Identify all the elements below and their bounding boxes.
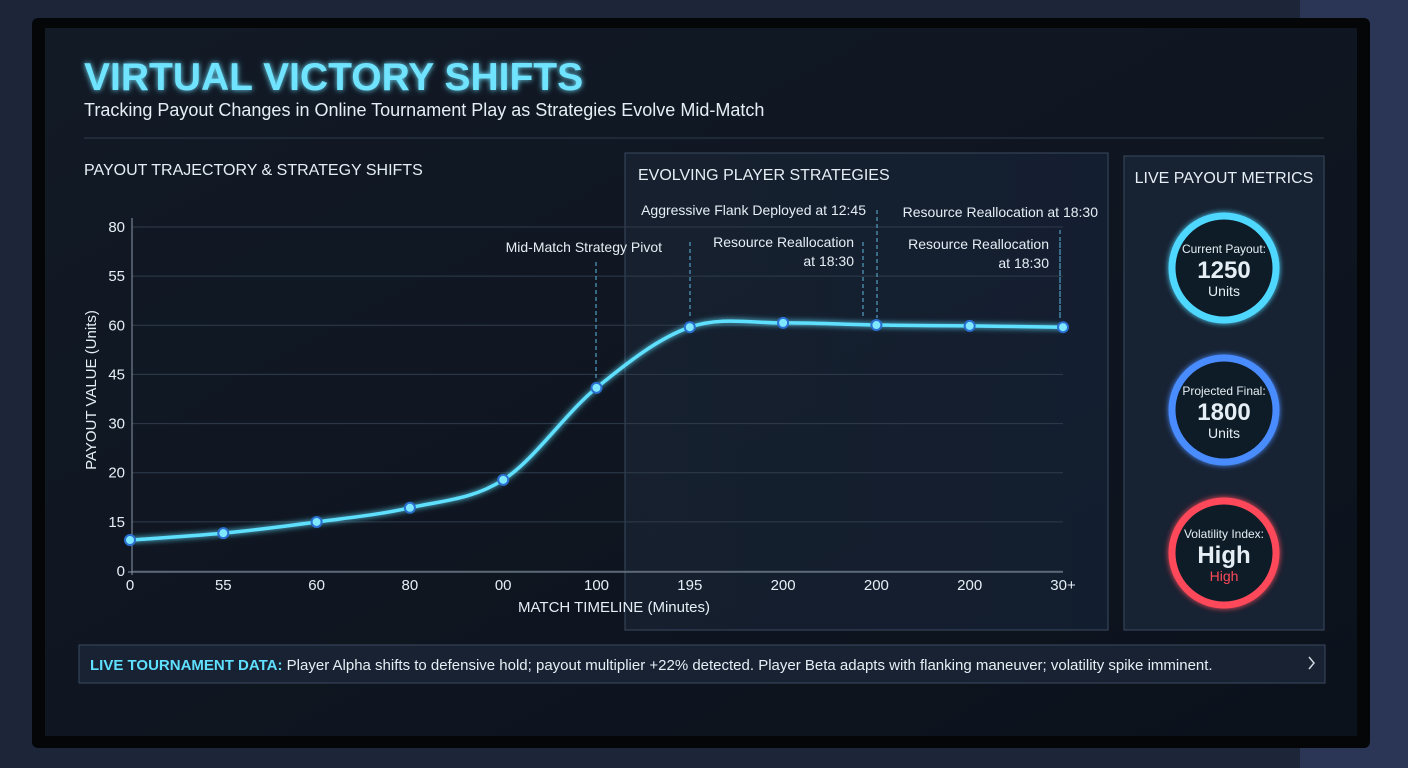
- x-axis-title: MATCH TIMELINE (Minutes): [518, 599, 710, 616]
- data-point: [963, 319, 976, 332]
- annotation: Resource Reallocation: [713, 234, 854, 250]
- x-tick-label: 55: [215, 577, 232, 594]
- x-tick-label: 00: [495, 577, 512, 594]
- annotation: Aggressive Flank Deployed at 12:45: [641, 202, 866, 218]
- data-point: [310, 515, 323, 528]
- data-point: [217, 527, 230, 540]
- annotation: at 18:30: [803, 253, 854, 269]
- ticker-text: LIVE TOURNAMENT DATA: Player Alpha shift…: [90, 657, 1213, 674]
- y-tick-label: 55: [108, 268, 125, 285]
- subtitle: Tracking Payout Changes in Online Tourna…: [84, 100, 764, 120]
- ticker: [78, 644, 1326, 684]
- panel-title: EVOLVING PLAYER STRATEGIES: [638, 167, 890, 184]
- x-tick-label: 200: [771, 577, 796, 594]
- data-point: [870, 319, 883, 332]
- data-point: [590, 381, 603, 394]
- panel-title: LIVE PAYOUT METRICS: [1135, 170, 1314, 187]
- metric-unit: Units: [1208, 283, 1240, 299]
- metric-ring: [1168, 212, 1280, 324]
- metric-value: 1800: [1197, 399, 1250, 426]
- metric-ring: [1168, 497, 1280, 609]
- y-tick-label: 20: [108, 465, 125, 482]
- metric-value: 1250: [1197, 257, 1250, 284]
- x-tick-label: 200: [864, 577, 889, 594]
- strategies-panel: [624, 152, 1109, 631]
- data-point: [124, 534, 136, 547]
- ticker-label: LIVE TOURNAMENT DATA:: [90, 657, 283, 674]
- metric-unit: Units: [1208, 425, 1240, 441]
- x-tick-label: 100: [584, 577, 609, 594]
- title: VIRTUAL VICTORY SHIFTS: [84, 56, 583, 99]
- metric-label: Current Payout:: [1182, 242, 1266, 256]
- metric-value: High: [1197, 542, 1250, 569]
- y-tick-label: 15: [108, 514, 125, 531]
- annotation: Resource Reallocation: [908, 236, 1049, 252]
- data-point: [497, 473, 510, 486]
- metric-unit: High: [1210, 568, 1239, 584]
- ticker-body: Player Alpha shifts to defensive hold; p…: [287, 657, 1213, 674]
- annotation: Resource Reallocation at 18:30: [903, 204, 1099, 220]
- metric-label: Volatility Index:: [1184, 527, 1264, 541]
- x-tick-label: 200: [957, 577, 982, 594]
- y-tick-label: 45: [108, 366, 125, 383]
- metric-ring: [1168, 354, 1280, 466]
- annotation: Mid-Match Strategy Pivot: [506, 239, 662, 255]
- x-tick-label: 60: [308, 577, 325, 594]
- y-axis-title: PAYOUT VALUE (Units): [83, 310, 100, 470]
- metric-label: Projected Final:: [1182, 384, 1265, 398]
- y-tick-label: 30: [108, 416, 125, 433]
- data-point: [1057, 321, 1069, 334]
- x-tick-label: 30+: [1050, 577, 1076, 594]
- y-tick-label: 80: [108, 219, 125, 236]
- ticker-arrow[interactable]: [1308, 656, 1315, 670]
- x-tick-label: 0: [126, 577, 134, 594]
- y-tick-label: 0: [117, 563, 125, 580]
- x-tick-label: 195: [677, 577, 702, 594]
- y-tick-label: 60: [108, 317, 125, 334]
- data-point: [777, 316, 790, 329]
- data-point: [683, 321, 696, 334]
- annotation: at 18:30: [998, 255, 1049, 271]
- x-tick-label: 80: [402, 577, 419, 594]
- data-point: [403, 501, 416, 514]
- chart-title: PAYOUT TRAJECTORY & STRATEGY SHIFTS: [84, 162, 423, 179]
